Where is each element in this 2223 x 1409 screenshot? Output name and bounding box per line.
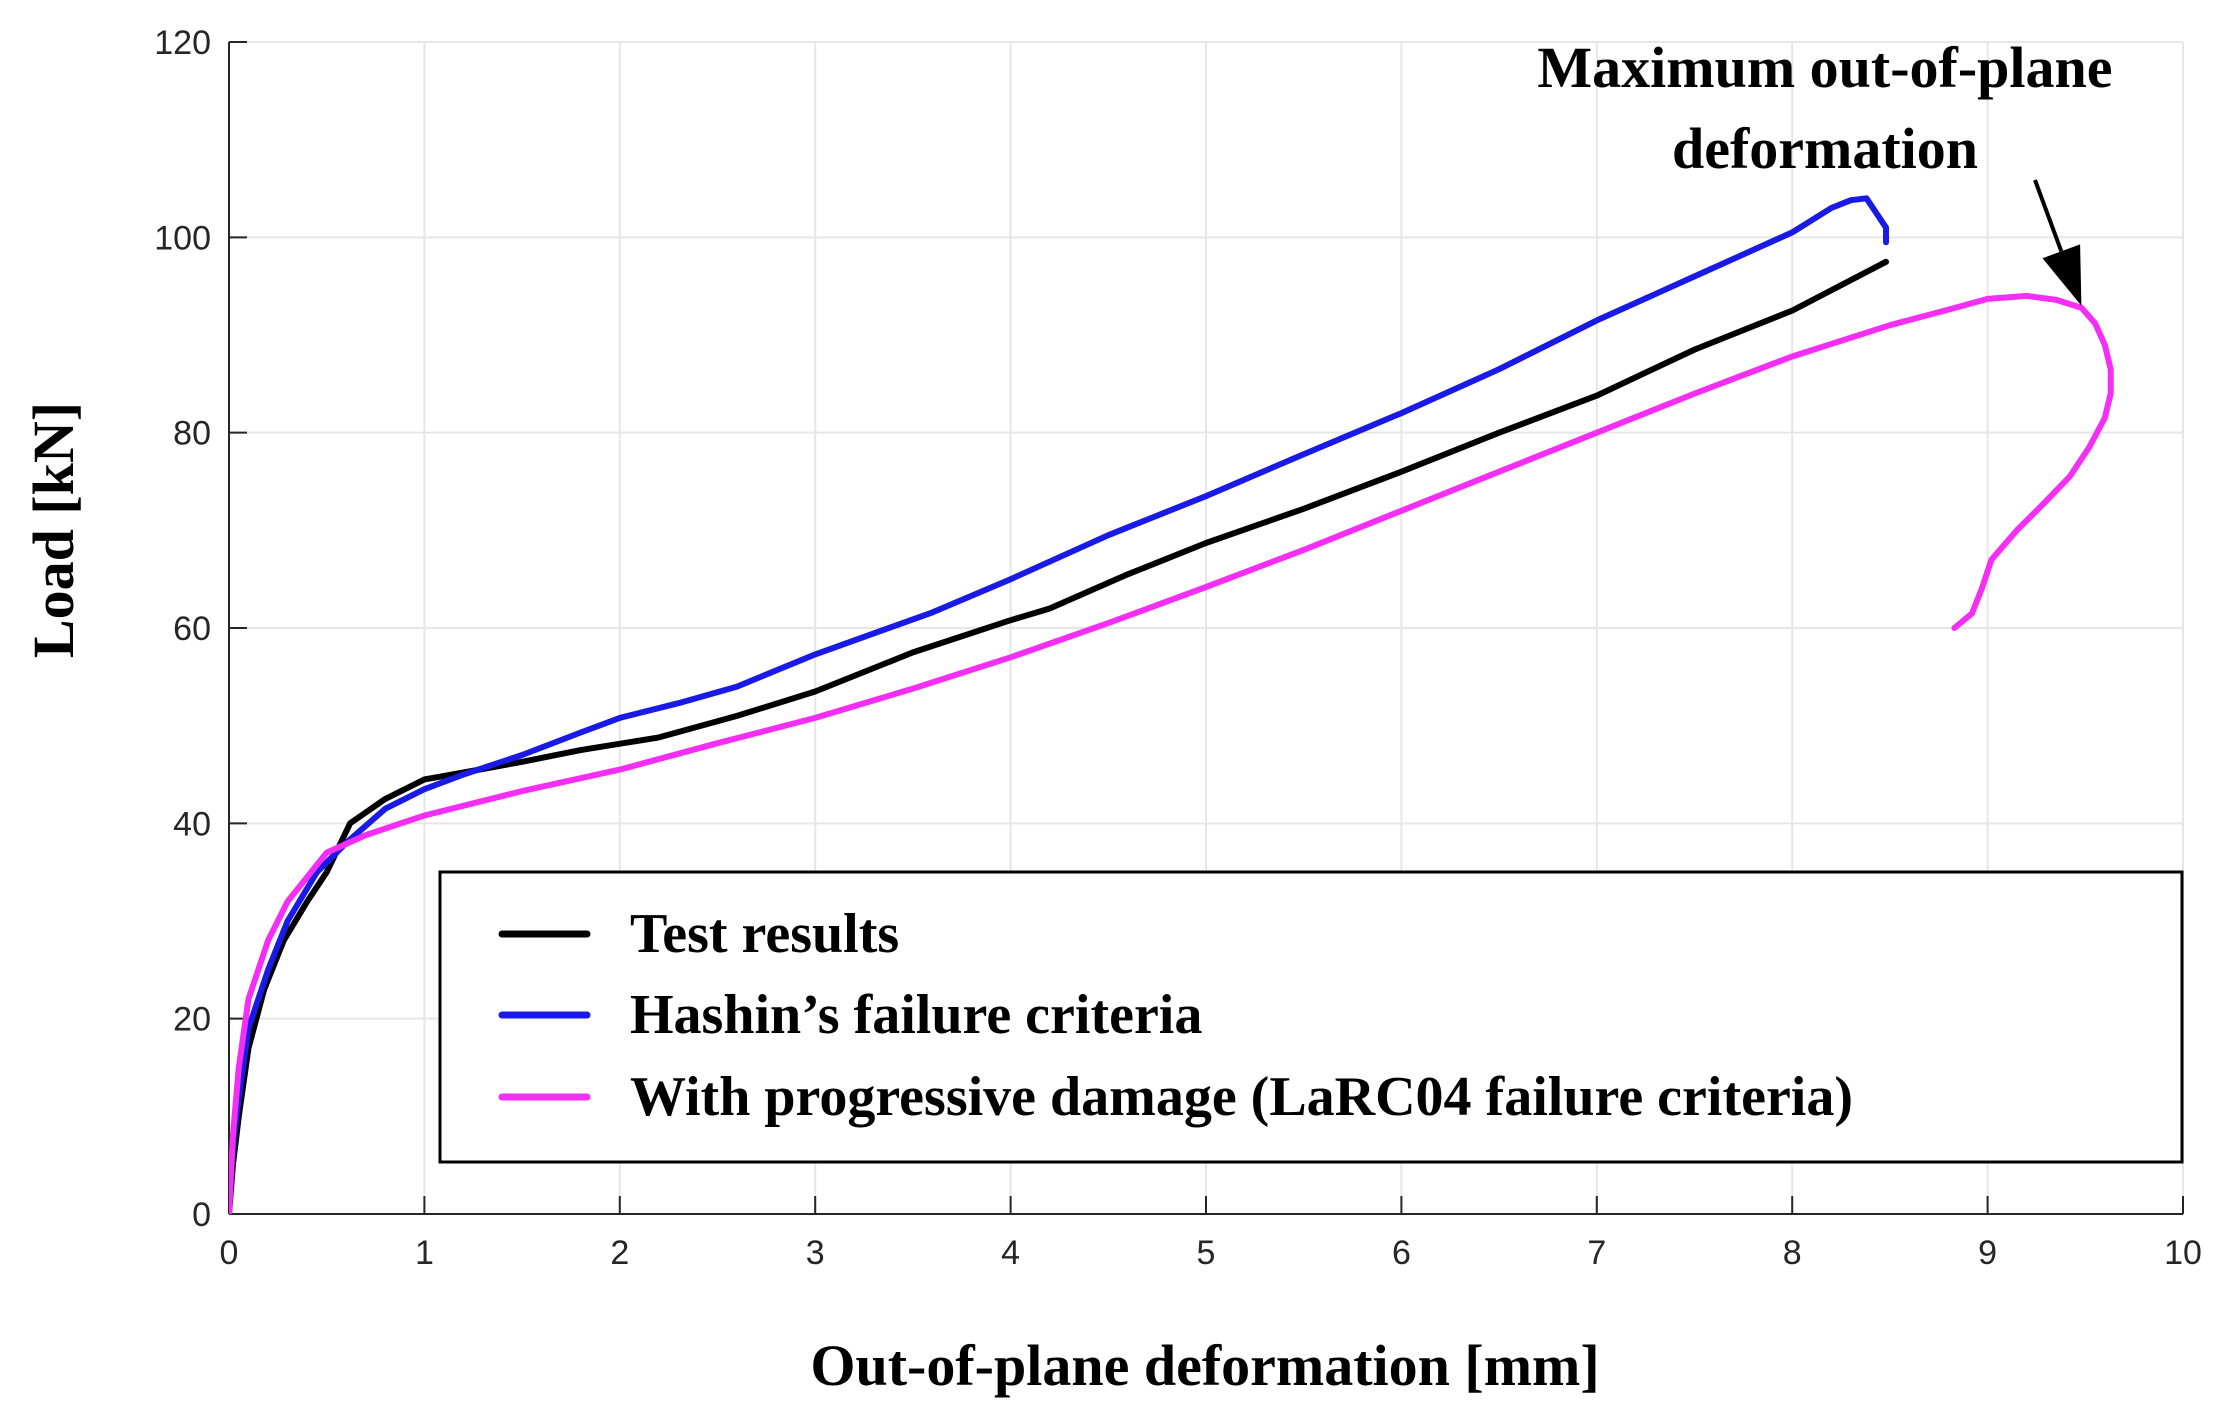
series-line-test-results (229, 258, 1889, 1214)
x-tick-label: 1 (415, 1234, 434, 1272)
legend-label-test-results: Test results (630, 903, 899, 965)
x-tick-label: 4 (1001, 1234, 1020, 1272)
y-tick-label: 80 (173, 415, 211, 453)
x-tick-label: 8 (1783, 1234, 1802, 1272)
y-axis-title: Load [kN] (21, 402, 86, 658)
x-axis-title: Out-of-plane deformation [mm] (810, 1333, 1599, 1398)
annotation-line-2: deformation (1672, 116, 1978, 181)
x-tick-label: 9 (1978, 1234, 1997, 1272)
legend-label-progressive-damage: With progressive damage (LaRC04 failure … (630, 1066, 1853, 1128)
y-tick-label: 0 (192, 1196, 211, 1234)
x-tick-label: 3 (806, 1234, 825, 1272)
axes (228, 41, 2184, 1215)
legend-box (438, 870, 2184, 1164)
y-tick-label: 100 (154, 219, 211, 257)
series-line-hashin (229, 195, 1889, 1214)
x-tick-label: 10 (2164, 1234, 2202, 1272)
y-tick-label: 60 (173, 610, 211, 648)
legend: Test results Hashin’s failure criteria W… (438, 870, 2184, 1164)
x-tick-label: 5 (1197, 1234, 1216, 1272)
y-tick-label: 40 (173, 805, 211, 843)
x-tick-label: 0 (220, 1234, 239, 1272)
y-tick-label: 20 (173, 1001, 211, 1039)
annotation-arrowhead (2042, 244, 2082, 306)
series-line-progressive-damage (229, 292, 2114, 1214)
x-tick-label: 2 (610, 1234, 629, 1272)
annotation-arrow (2033, 179, 2064, 252)
x-tick-label: 6 (1392, 1234, 1411, 1272)
y-tick-label: 120 (154, 24, 211, 62)
x-tick-label: 7 (1587, 1234, 1606, 1272)
annotation-line-1: Maximum out-of-plane (1537, 35, 2112, 100)
series-lines (229, 195, 2114, 1214)
legend-label-hashin: Hashin’s failure criteria (630, 984, 1202, 1046)
